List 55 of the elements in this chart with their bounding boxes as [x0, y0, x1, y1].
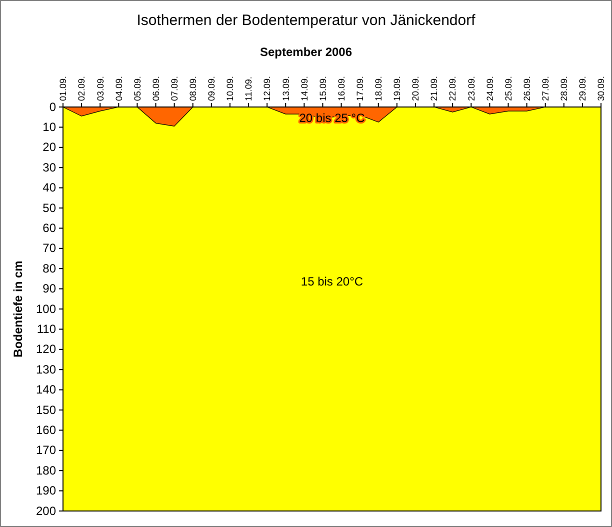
y-tick-label: 130 [36, 362, 56, 376]
x-tick-label: 12.09. [262, 76, 272, 101]
y-tick-label: 120 [36, 342, 56, 356]
x-tick-label: 27.09. [540, 76, 550, 101]
x-tick-label: 29.09. [578, 76, 588, 101]
x-tick-label: 20.09. [410, 76, 421, 101]
x-tick-label: 08.09. [188, 76, 198, 101]
x-tick-label: 30.09. [596, 76, 606, 101]
y-tick-label: 80 [42, 261, 56, 276]
x-tick-label: 05.09. [132, 76, 142, 101]
x-tick-label: 18.09. [374, 76, 384, 101]
x-tick-label: 03.09. [95, 76, 106, 101]
x-tick-label: 16.09. [336, 76, 346, 101]
x-tick-label: 04.09. [114, 76, 124, 101]
x-tick-label: 24.09. [484, 76, 495, 101]
x-tick-label: 25.09. [503, 76, 514, 101]
y-tick-label: 50 [42, 200, 56, 215]
y-tick-label: 150 [36, 402, 56, 417]
x-tick-label: 26.09. [522, 76, 532, 101]
x-tick-label: 23.09. [466, 76, 476, 101]
y-tick-label: 30 [42, 160, 56, 174]
y-tick-label: 70 [42, 241, 56, 256]
x-tick-label: 13.09. [280, 76, 291, 101]
x-tick-label: 17.09. [354, 76, 365, 101]
y-tick-label: 10 [42, 120, 56, 134]
x-tick-label: 14.09. [299, 76, 310, 101]
x-tick-label: 19.09. [392, 76, 402, 101]
y-tick-label: 160 [36, 423, 56, 438]
y-tick-label: 200 [36, 504, 56, 518]
x-tick-label: 07.09. [169, 76, 180, 101]
annotation: 15 bis 20°C [300, 274, 364, 289]
y-tick-label: 90 [42, 282, 56, 296]
x-tick-label: 22.09. [448, 76, 458, 101]
y-tick-label: 190 [36, 484, 56, 498]
y-tick-label: 180 [36, 463, 56, 478]
y-axis-title: Bodentiefe in cm [11, 260, 25, 358]
y-tick-label: 0 [49, 100, 56, 114]
y-tick-label: 60 [42, 221, 56, 236]
x-tick-label: 01.09. [58, 76, 68, 101]
y-tick-label: 140 [36, 382, 56, 397]
y-tick-label: 100 [36, 302, 56, 316]
x-tick-label: 21.09. [429, 76, 440, 101]
y-tick-label: 20 [42, 140, 56, 154]
chart-title: Isothermen der Bodentemperatur von Jänickendorf [136, 12, 476, 29]
y-tick-label: 170 [36, 443, 56, 458]
x-tick-label: 06.09. [150, 76, 161, 101]
x-tick-label: 15.09. [318, 76, 328, 101]
chart-subtitle: September 2006 [260, 45, 352, 59]
x-tick-label: 28.09. [559, 76, 570, 101]
y-tick-label: 110 [36, 322, 56, 336]
x-tick-label: 11.09. [244, 76, 254, 101]
x-tick-label: 02.09. [76, 76, 87, 101]
x-tick-label: 09.09. [206, 76, 217, 101]
x-tick-label: 10.09. [225, 76, 236, 101]
y-tick-label: 40 [42, 180, 56, 195]
